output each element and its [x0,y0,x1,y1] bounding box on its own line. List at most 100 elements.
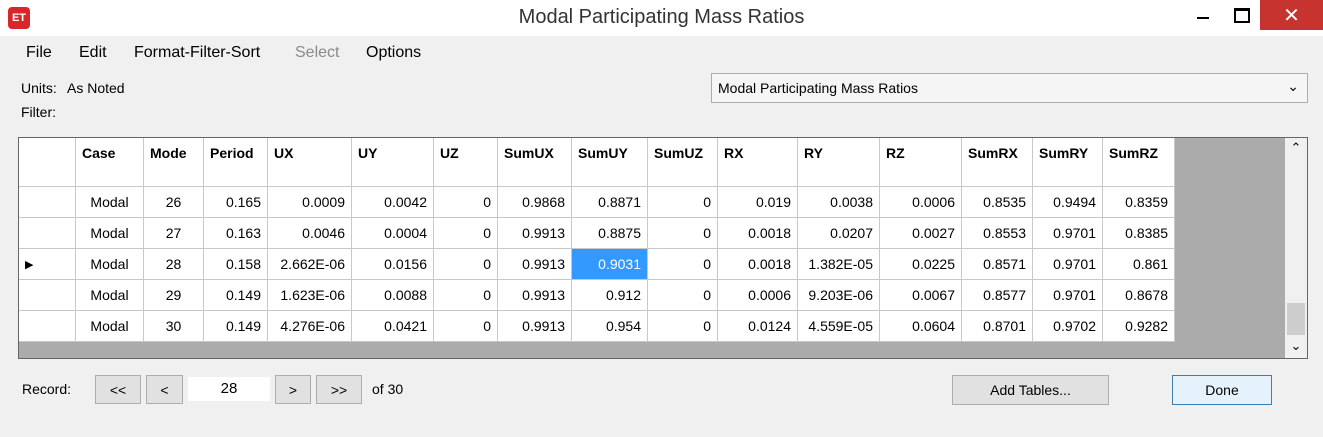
table-cell[interactable]: 0.0009 [268,187,352,218]
table-cell[interactable]: 0.0042 [352,187,434,218]
table-cell[interactable]: 26 [144,187,204,218]
row-selector[interactable] [19,311,76,342]
scroll-thumb[interactable] [1287,303,1305,335]
table-cell[interactable]: 0 [648,218,718,249]
table-cell[interactable]: 0.9913 [498,249,572,280]
table-cell[interactable]: 0.8553 [962,218,1033,249]
window-title: Modal Participating Mass Ratios [518,6,805,28]
table-cell[interactable]: 0.149 [204,280,268,311]
table-cell[interactable]: 0 [648,187,718,218]
table-cell[interactable]: 0.861 [1103,249,1175,280]
first-record-button[interactable]: << [95,375,141,404]
table-cell[interactable]: 1.623E-06 [268,280,352,311]
table-cell[interactable]: 0.9868 [498,187,572,218]
table-cell[interactable]: Modal [76,218,144,249]
table-cell[interactable]: Modal [76,280,144,311]
selected-cell[interactable]: 0.9031 [572,249,648,280]
table-cell[interactable]: 0 [434,280,498,311]
table-cell[interactable]: 0.8571 [962,249,1033,280]
prev-record-button[interactable]: < [146,375,183,404]
column-header: Period [204,138,268,187]
table-cell[interactable]: 0.8875 [572,218,648,249]
minimize-button[interactable] [1197,17,1209,19]
last-record-button[interactable]: >> [316,375,362,404]
table-cell[interactable]: 0 [434,249,498,280]
table-cell[interactable]: 0.8871 [572,187,648,218]
table-dropdown[interactable]: Modal Participating Mass Ratios ⌄ [711,73,1308,103]
table-cell[interactable]: 0.9913 [498,218,572,249]
table-cell[interactable]: 0.0004 [352,218,434,249]
table-cell[interactable]: 0.0006 [880,187,962,218]
table-cell[interactable]: Modal [76,249,144,280]
menu-item[interactable]: Edit [79,44,107,61]
maximize-button[interactable] [1234,8,1250,23]
table-cell[interactable]: 0.0018 [718,218,798,249]
table-cell[interactable]: 0 [434,187,498,218]
table-cell[interactable]: 27 [144,218,204,249]
table-cell[interactable]: 1.382E-05 [798,249,880,280]
menu-item[interactable]: File [26,44,52,61]
table-cell[interactable]: 0.0225 [880,249,962,280]
table-cell[interactable]: 0.8577 [962,280,1033,311]
table-cell[interactable]: 0.0124 [718,311,798,342]
table-cell[interactable]: 0.8701 [962,311,1033,342]
table-cell[interactable]: 0.954 [572,311,648,342]
table-cell[interactable]: 0.0018 [718,249,798,280]
table-cell[interactable]: 0.8385 [1103,218,1175,249]
table-cell[interactable]: 4.559E-05 [798,311,880,342]
table-cell[interactable]: 0.0038 [798,187,880,218]
table-cell[interactable]: 4.276E-06 [268,311,352,342]
table-cell[interactable]: 0.0006 [718,280,798,311]
table-cell[interactable]: 0.019 [718,187,798,218]
table-cell[interactable]: 0 [648,280,718,311]
done-button[interactable]: Done [1172,375,1272,405]
table-cell[interactable]: 9.203E-06 [798,280,880,311]
table-cell[interactable]: 0.0207 [798,218,880,249]
table-cell[interactable]: 0.9702 [1033,311,1103,342]
row-selector[interactable] [19,187,76,218]
row-selector[interactable] [19,280,76,311]
table-cell[interactable]: 0 [648,249,718,280]
table-cell[interactable]: 30 [144,311,204,342]
table-cell[interactable]: Modal [76,187,144,218]
table-cell[interactable]: 0.163 [204,218,268,249]
row-selector[interactable] [19,218,76,249]
table-cell[interactable]: 0.8359 [1103,187,1175,218]
scroll-down[interactable]: ⌄ [1290,338,1302,353]
table-cell[interactable]: 0.9913 [498,280,572,311]
table-cell[interactable]: 28 [144,249,204,280]
table-cell[interactable]: 0 [648,311,718,342]
table-cell[interactable]: 0.158 [204,249,268,280]
table-cell[interactable]: 0.0046 [268,218,352,249]
table-cell[interactable]: 0.149 [204,311,268,342]
table-cell[interactable]: 0.0421 [352,311,434,342]
table-cell[interactable]: 0.8535 [962,187,1033,218]
table-cell[interactable]: 29 [144,280,204,311]
table-cell[interactable]: 0.0156 [352,249,434,280]
table-cell[interactable]: 0.9701 [1033,249,1103,280]
table-cell[interactable]: 0.9913 [498,311,572,342]
table-cell[interactable]: 0.9701 [1033,218,1103,249]
table-cell[interactable]: 0.165 [204,187,268,218]
table-cell[interactable]: 0.8678 [1103,280,1175,311]
record-input[interactable]: 28 [188,377,270,401]
menu-item[interactable]: Format-Filter-Sort [134,44,261,61]
row-selector[interactable]: ▶ [19,249,76,280]
table-cell[interactable]: 0.912 [572,280,648,311]
close-button[interactable]: ✕ [1260,0,1323,30]
table-cell[interactable]: Modal [76,311,144,342]
add-tables-button[interactable]: Add Tables... [952,375,1109,405]
next-record-button[interactable]: > [275,375,311,404]
table-cell[interactable]: 0.9701 [1033,280,1103,311]
table-cell[interactable]: 0.0088 [352,280,434,311]
table-cell[interactable]: 0 [434,218,498,249]
scroll-up[interactable]: ⌃ [1290,140,1302,155]
table-cell[interactable]: 2.662E-06 [268,249,352,280]
table-cell[interactable]: 0.0067 [880,280,962,311]
table-cell[interactable]: 0.9494 [1033,187,1103,218]
table-cell[interactable]: 0.0604 [880,311,962,342]
table-cell[interactable]: 0.0027 [880,218,962,249]
table-cell[interactable]: 0.9282 [1103,311,1175,342]
menu-item[interactable]: Options [366,44,422,61]
table-cell[interactable]: 0 [434,311,498,342]
